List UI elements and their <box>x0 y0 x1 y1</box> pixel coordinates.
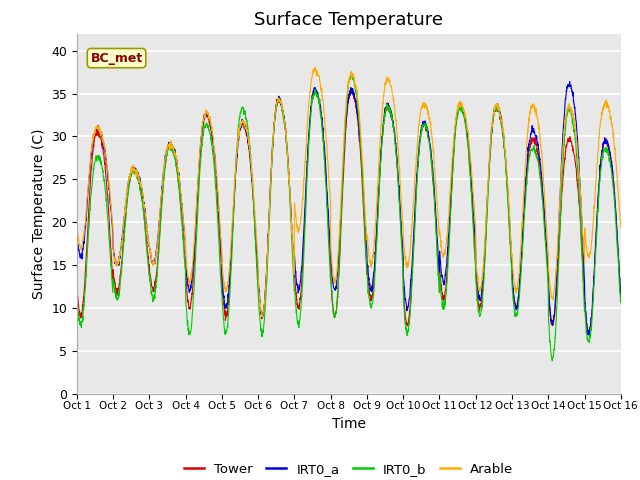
Arable <box>508 240 515 246</box>
Line: IRT0_b: IRT0_b <box>77 73 621 361</box>
Arable <box>617 225 625 230</box>
Tower <box>569 148 577 154</box>
IRT0_b <box>348 71 356 76</box>
IRT0_a <box>617 295 625 301</box>
IRT0_a <box>584 330 592 336</box>
Tower <box>347 85 355 91</box>
IRT0_a <box>569 89 577 95</box>
IRT0_b <box>584 339 592 345</box>
Arable <box>225 276 232 282</box>
Tower <box>73 280 81 286</box>
Tower <box>584 330 591 336</box>
Text: BC_met: BC_met <box>90 51 143 65</box>
Line: Tower: Tower <box>77 88 621 333</box>
IRT0_a <box>365 276 372 281</box>
IRT0_b <box>225 313 232 319</box>
IRT0_b <box>507 256 515 262</box>
IRT0_b <box>617 300 625 306</box>
Tower <box>617 295 625 300</box>
IRT0_a <box>376 162 384 168</box>
Y-axis label: Surface Temperature (C): Surface Temperature (C) <box>31 128 45 299</box>
IRT0_b <box>376 163 384 168</box>
Tower <box>507 252 515 257</box>
Tower <box>376 161 384 167</box>
Tower <box>225 298 232 303</box>
Legend: Tower, IRT0_a, IRT0_b, Arable: Tower, IRT0_a, IRT0_b, Arable <box>179 458 519 480</box>
Arable <box>570 115 577 121</box>
Arable <box>584 252 592 257</box>
Tower <box>584 328 592 334</box>
Arable <box>377 127 385 133</box>
IRT0_b <box>365 288 372 293</box>
Line: Arable: Arable <box>77 67 621 317</box>
Title: Surface Temperature: Surface Temperature <box>254 11 444 29</box>
IRT0_a <box>225 295 232 301</box>
Arable <box>365 251 372 256</box>
X-axis label: Time: Time <box>332 417 366 431</box>
IRT0_b <box>73 296 81 301</box>
Arable <box>311 64 319 70</box>
Line: IRT0_a: IRT0_a <box>77 82 621 335</box>
IRT0_b <box>548 358 556 364</box>
IRT0_b <box>570 123 577 129</box>
IRT0_a <box>585 332 593 338</box>
Arable <box>73 226 81 231</box>
IRT0_a <box>507 239 515 244</box>
Arable <box>258 314 266 320</box>
Tower <box>365 281 372 287</box>
IRT0_a <box>566 79 573 84</box>
IRT0_a <box>73 230 81 236</box>
